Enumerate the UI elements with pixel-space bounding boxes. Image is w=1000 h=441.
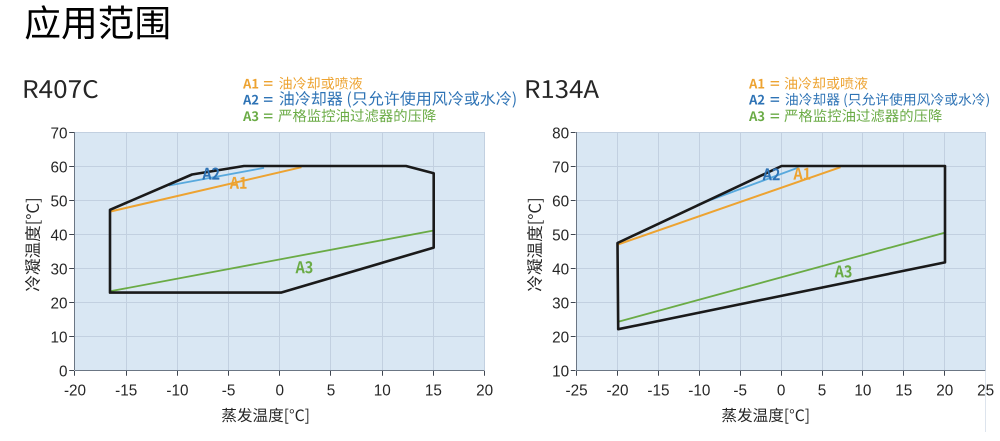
svg-text:15: 15 — [425, 382, 442, 399]
svg-text:60: 60 — [552, 194, 569, 211]
svg-text:-15: -15 — [115, 382, 137, 399]
svg-text:10: 10 — [552, 364, 569, 381]
svg-text:80: 80 — [552, 126, 569, 143]
svg-text:-5: -5 — [222, 382, 236, 399]
svg-text:10: 10 — [374, 382, 391, 399]
svg-text:40: 40 — [50, 228, 67, 245]
svg-text:70: 70 — [552, 160, 569, 177]
svg-text:20: 20 — [936, 382, 953, 399]
svg-text:60: 60 — [50, 160, 67, 177]
svg-text:-5: -5 — [733, 382, 747, 399]
svg-text:5: 5 — [818, 382, 827, 399]
svg-text:-10: -10 — [166, 382, 188, 399]
svg-text:0: 0 — [777, 382, 786, 399]
svg-text:10: 10 — [854, 382, 871, 399]
svg-text:30: 30 — [552, 296, 569, 313]
svg-text:70: 70 — [50, 126, 67, 143]
svg-text:40: 40 — [552, 262, 569, 279]
svg-text:-20: -20 — [606, 382, 628, 399]
svg-text:20: 20 — [476, 382, 493, 399]
svg-text:0: 0 — [276, 382, 285, 399]
svg-text:20: 20 — [50, 296, 67, 313]
svg-text:30: 30 — [50, 262, 67, 279]
svg-text:-20: -20 — [64, 382, 86, 399]
svg-text:20: 20 — [552, 330, 569, 347]
svg-text:0: 0 — [59, 364, 68, 381]
svg-text:15: 15 — [895, 382, 912, 399]
svg-text:-25: -25 — [566, 382, 588, 399]
svg-text:5: 5 — [327, 382, 336, 399]
svg-text:-15: -15 — [647, 382, 669, 399]
svg-text:50: 50 — [50, 194, 67, 211]
svg-text:10: 10 — [50, 330, 67, 347]
svg-text:-10: -10 — [688, 382, 710, 399]
svg-text:50: 50 — [552, 228, 569, 245]
